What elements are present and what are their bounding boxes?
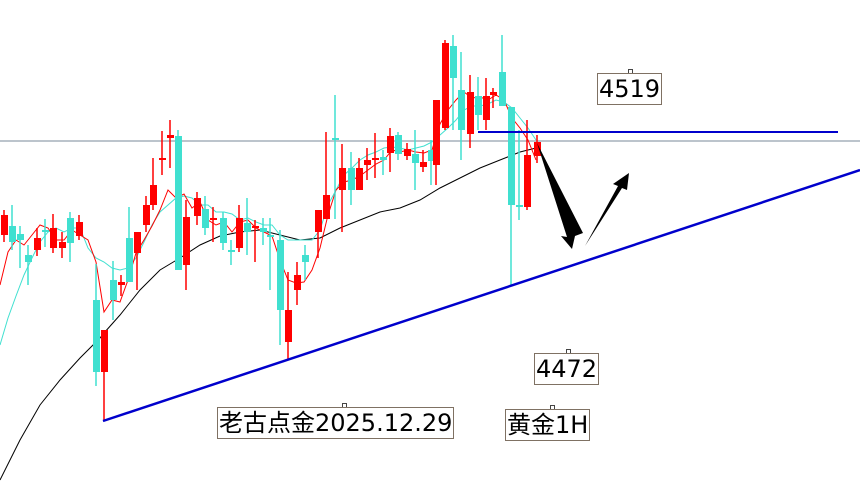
candle xyxy=(372,133,379,178)
candle xyxy=(194,192,201,225)
candle xyxy=(126,207,133,282)
candle xyxy=(260,218,267,245)
forecast-arrows xyxy=(537,143,629,249)
candle xyxy=(175,130,182,270)
candle xyxy=(143,196,150,232)
candle xyxy=(364,148,371,180)
candle xyxy=(387,128,394,172)
candle xyxy=(183,200,190,290)
up-arrow-icon xyxy=(585,173,629,246)
candle xyxy=(93,264,100,386)
instrument-text: 黄金1H xyxy=(507,411,589,439)
candle xyxy=(42,219,49,247)
candle xyxy=(236,205,243,252)
candle xyxy=(483,78,490,130)
candle xyxy=(348,152,355,205)
candle xyxy=(67,212,74,262)
candle xyxy=(433,100,440,185)
candle xyxy=(118,275,125,296)
candle xyxy=(516,130,523,220)
candle xyxy=(428,140,435,185)
candle xyxy=(490,88,497,108)
candle xyxy=(475,77,482,130)
candle xyxy=(315,210,322,258)
support-label: 4472 xyxy=(534,349,600,385)
candle xyxy=(202,196,209,235)
ma-fast-line xyxy=(0,91,537,314)
candle xyxy=(59,232,66,258)
candle xyxy=(450,35,457,130)
candle xyxy=(34,228,41,256)
candle xyxy=(101,330,108,420)
watermark-text: 老古点金2025.12.29 xyxy=(219,409,453,437)
candle xyxy=(252,220,259,262)
candle xyxy=(159,131,166,175)
candle xyxy=(420,150,427,172)
candle xyxy=(442,40,449,130)
candle xyxy=(524,120,531,210)
candle xyxy=(17,226,24,268)
candle xyxy=(25,245,32,285)
candle xyxy=(395,132,402,160)
watermark-label: 老古点金2025.12.29 xyxy=(217,403,455,439)
candle xyxy=(244,198,251,255)
candle xyxy=(267,218,274,290)
candle xyxy=(1,210,8,242)
support-value: 4472 xyxy=(536,355,598,383)
candle xyxy=(467,75,474,148)
resistance-label: 4519 xyxy=(597,69,663,105)
candle xyxy=(508,107,515,285)
candles xyxy=(1,35,541,420)
candle xyxy=(9,205,16,250)
instrument-label: 黄金1H xyxy=(505,405,591,441)
candle xyxy=(110,261,117,320)
candle xyxy=(339,144,346,232)
candle xyxy=(285,272,292,360)
candle xyxy=(228,240,235,265)
candle xyxy=(412,130,419,190)
candle xyxy=(380,150,387,175)
candle xyxy=(210,207,217,242)
candle xyxy=(50,214,57,253)
candle xyxy=(167,120,174,168)
candle xyxy=(277,230,284,345)
down-arrow-icon xyxy=(537,143,583,249)
candle xyxy=(404,143,411,160)
candle xyxy=(150,158,157,210)
candle xyxy=(134,232,141,290)
candle xyxy=(323,132,330,219)
support-trendline xyxy=(102,168,860,423)
candle xyxy=(332,95,339,219)
candle xyxy=(294,262,301,305)
candle xyxy=(76,215,83,240)
candle xyxy=(220,212,227,250)
resistance-value: 4519 xyxy=(599,75,661,103)
candle xyxy=(356,158,363,190)
candle xyxy=(534,135,541,163)
ma-mid-line xyxy=(0,99,537,346)
candle xyxy=(302,245,309,280)
candle xyxy=(499,35,506,106)
candle xyxy=(458,52,465,160)
